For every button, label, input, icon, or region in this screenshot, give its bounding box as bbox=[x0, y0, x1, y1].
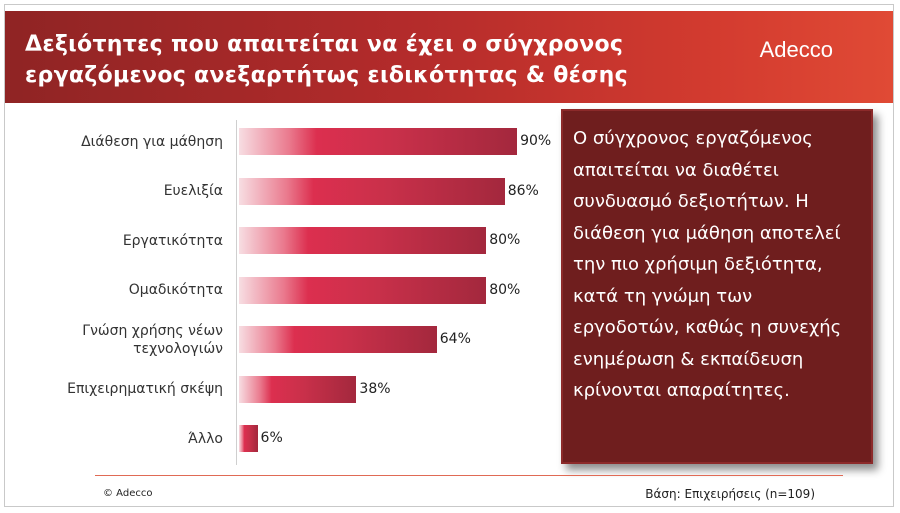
bar bbox=[239, 177, 505, 205]
bar bbox=[239, 227, 487, 254]
category-label-line: τεχνολογιών bbox=[133, 340, 223, 357]
sample-base-text: Βάση: Επιχειρήσεις (n=109) bbox=[645, 487, 815, 501]
copyright-text: © Adecco bbox=[103, 488, 153, 499]
chart-axis-line bbox=[236, 120, 237, 465]
page-title: Δεξιότητες που απαιτείται να έχει ο σύγχ… bbox=[25, 29, 705, 91]
category-label-line: Ευελιξία bbox=[163, 183, 223, 199]
value-label: 80% bbox=[489, 232, 521, 248]
value-label: 64% bbox=[439, 331, 471, 347]
bar bbox=[239, 326, 437, 353]
category-label: Επιχειρηματική σκέψη bbox=[8, 380, 223, 398]
bar bbox=[239, 128, 518, 155]
category-label: Άλλο bbox=[8, 430, 223, 448]
adecco-logo: Adecco bbox=[759, 37, 833, 62]
slide: Δεξιότητες που απαιτείται να έχει ο σύγχ… bbox=[4, 4, 894, 507]
category-label-line: Εργατικότητα bbox=[122, 232, 223, 249]
bar bbox=[239, 276, 487, 304]
category-label: Ομαδικότητα bbox=[8, 281, 223, 299]
category-label: Εργατικότητα bbox=[8, 232, 223, 250]
category-label-line: Γνώση χρήσης νέων bbox=[82, 322, 223, 339]
value-label: 90% bbox=[520, 133, 552, 149]
category-label: Ευελιξία bbox=[8, 182, 223, 200]
category-label-line: Επιχειρηματική σκέψη bbox=[67, 381, 223, 397]
category-label: Διάθεση για μάθηση bbox=[8, 133, 223, 151]
value-label: 38% bbox=[359, 380, 391, 397]
value-label: 6% bbox=[260, 430, 283, 446]
callout-box: Ο σύγχρονος εργαζόμενος απαιτείται να δι… bbox=[561, 109, 873, 464]
title-line-1: Δεξιότητες που απαιτείται να έχει ο σύγχ… bbox=[25, 32, 624, 57]
bar bbox=[239, 375, 357, 403]
bar-chart: Διάθεση για μάθηση 90% Ευελιξία 86% Εργατικό… bbox=[5, 115, 560, 475]
category-label-line: Άλλο bbox=[188, 430, 223, 447]
footer-divider bbox=[95, 475, 843, 476]
callout-text: Ο σύγχρονος εργαζόμενος απαιτείται να δι… bbox=[573, 128, 842, 401]
value-label: 86% bbox=[507, 182, 539, 199]
title-banner: Δεξιότητες που απαιτείται να έχει ο σύγχ… bbox=[5, 11, 893, 103]
title-line-2: εργαζόμενος ανεξαρτήτως ειδικότητας & θέ… bbox=[25, 63, 628, 88]
value-label: 80% bbox=[489, 281, 521, 298]
category-label-line: Διάθεση για μάθηση bbox=[81, 133, 223, 150]
category-label: Γνώση χρήσης νέων τεχνολογιών bbox=[8, 322, 223, 358]
bar bbox=[239, 425, 258, 452]
category-label-line: Ομαδικότητα bbox=[128, 282, 223, 298]
